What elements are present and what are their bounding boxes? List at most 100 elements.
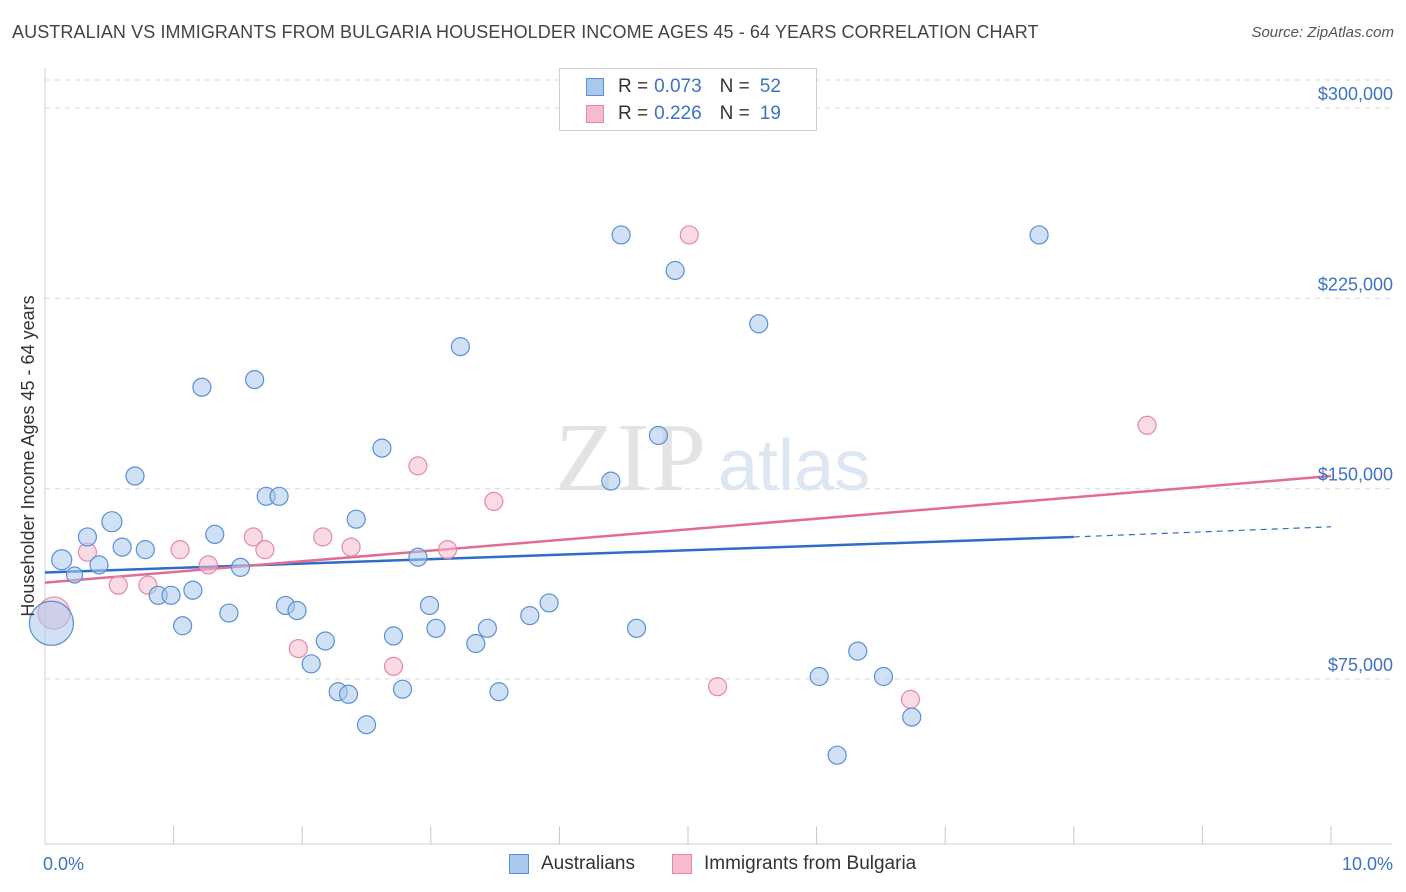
australians-point [77, 527, 98, 547]
australians-point [372, 438, 392, 458]
bulgaria-point [255, 540, 275, 560]
n-label: N = [719, 103, 750, 124]
legend-item-australians: Australians [509, 852, 635, 876]
y-tick-label: $75,000 [1328, 655, 1393, 675]
r-value: 0.073 [654, 76, 702, 97]
australians-point [873, 666, 894, 687]
bulgaria-point [900, 689, 921, 709]
chart-title: AUSTRALIAN VS IMMIGRANTS FROM BULGARIA H… [12, 22, 1039, 42]
bulgaria-trend-line [44, 474, 1332, 584]
bulgaria-point [383, 656, 404, 676]
australians-point [426, 618, 446, 638]
australians-point [269, 486, 289, 506]
australians-point [520, 606, 540, 626]
bulgaria-point [198, 555, 218, 575]
n-value: 19 [759, 103, 781, 124]
bulgaria-point [1137, 415, 1157, 435]
bulgaria-point [313, 527, 333, 547]
australians-point [161, 585, 181, 605]
bulgaria-point [108, 575, 128, 595]
australians-point [51, 549, 73, 571]
australians-point [392, 679, 413, 699]
y-axis-label: Householder Income Ages 45 - 64 years [18, 295, 38, 616]
australians-point [809, 666, 829, 687]
x-tick-label: 0.0% [43, 854, 84, 874]
australians-point [338, 684, 359, 704]
bulgaria-point [170, 540, 190, 560]
australians-point [611, 225, 631, 245]
australians-point [356, 715, 377, 735]
bulgaria-point [288, 638, 308, 659]
australians-point [101, 511, 123, 533]
y-tick-label: $225,000 [1318, 274, 1393, 294]
australians-point [419, 595, 440, 616]
n-label: N = [719, 76, 750, 97]
australians-point [648, 425, 669, 446]
australians-point [346, 509, 366, 529]
australians-point [28, 600, 75, 646]
watermark-zip: ZIP [555, 404, 708, 512]
australians-trend-extension [1073, 526, 1332, 538]
australians-point [245, 370, 265, 390]
bulgaria-point [408, 456, 428, 476]
australians-point [827, 745, 847, 765]
legend-item-bulgaria: Immigrants from Bulgaria [672, 852, 916, 876]
australians-point [89, 555, 109, 575]
bulgaria-point [437, 540, 458, 560]
australians-point [125, 466, 145, 486]
legend-row-australians: R = 0.073 N = 52 [586, 75, 781, 99]
y-tick-label: $300,000 [1318, 84, 1393, 104]
australians-point [902, 707, 922, 727]
australians-legend-swatch [509, 854, 529, 874]
bulgaria-point [484, 491, 504, 512]
x-tick-label: 10.0% [1342, 854, 1393, 874]
australians-point [205, 524, 225, 545]
australians-point [192, 377, 212, 397]
y-tick-label: $150,000 [1318, 465, 1393, 485]
legend-row-bulgaria: R = 0.226 N = 19 [586, 102, 781, 126]
australians-point [601, 471, 621, 491]
australians-point [230, 557, 251, 577]
australians-point [408, 547, 428, 567]
source-label: Source: ZipAtlas.com [1251, 24, 1394, 41]
australians-point [315, 631, 335, 651]
bulgaria-point [243, 527, 263, 547]
australians-point [626, 618, 647, 638]
australians-point [477, 618, 497, 638]
australians-point [112, 537, 132, 557]
r-value: 0.226 [654, 103, 702, 124]
australians-point [848, 641, 868, 661]
australians-point [665, 260, 685, 281]
australians-legend-label: Australians [541, 853, 635, 874]
australians-point [539, 593, 559, 613]
bulgaria-legend-swatch [672, 854, 692, 874]
australians-point [135, 540, 155, 560]
r-label: R = [618, 103, 649, 124]
australians-point [749, 314, 769, 334]
data-points [28, 225, 1157, 765]
australians-point [173, 616, 193, 636]
bulgaria-swatch [586, 105, 604, 123]
tick-labels: $75,000 $150,000 $225,000 $300,000 0.0% 10.0% [43, 84, 1393, 874]
australians-point [65, 566, 84, 584]
australians-point [1029, 225, 1049, 245]
australians-point [287, 600, 307, 621]
watermark: ZIP atlas [555, 404, 870, 512]
australians-point [489, 682, 509, 702]
bulgaria-point [679, 225, 699, 245]
australians-point [383, 626, 404, 646]
correlation-legend: R = 0.073 N = 52 R = 0.226 N = 19 [559, 68, 817, 131]
australians-point [301, 654, 321, 674]
n-value: 52 [759, 76, 781, 97]
australians-point [183, 580, 203, 600]
bulgaria-legend-label: Immigrants from Bulgaria [704, 853, 917, 874]
australians-point [219, 603, 239, 623]
r-label: R = [618, 76, 649, 97]
bulgaria-point [707, 677, 728, 697]
axes [44, 68, 1392, 845]
bulgaria-point [341, 537, 361, 557]
australians-point [450, 337, 470, 357]
watermark-atlas: atlas [718, 426, 870, 506]
australians-point [466, 633, 486, 654]
